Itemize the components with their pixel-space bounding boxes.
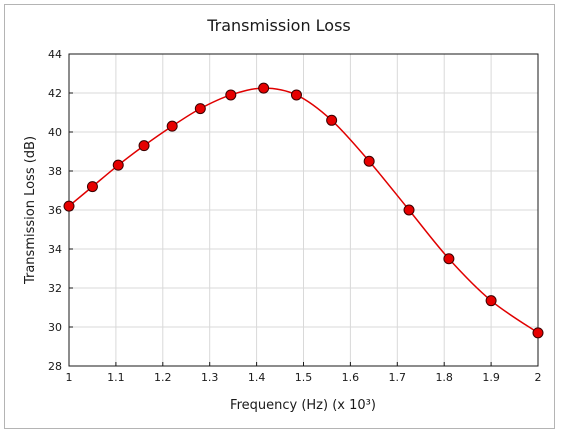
y-tick-label: 36 bbox=[48, 204, 62, 217]
y-axis-label: Transmission Loss (dB) bbox=[23, 136, 38, 285]
data-point bbox=[166, 120, 178, 132]
y-tick-label: 34 bbox=[48, 243, 62, 256]
x-tick-label: 1.4 bbox=[248, 371, 266, 384]
x-tick-label: 1.5 bbox=[295, 371, 313, 384]
grid-lines bbox=[68, 53, 539, 367]
x-axis-label: Frequency (Hz) (x 10³) bbox=[230, 398, 376, 413]
data-point bbox=[326, 114, 338, 126]
data-point bbox=[225, 89, 237, 101]
x-tick-label: 1.6 bbox=[342, 371, 360, 384]
x-tick-label: 1.3 bbox=[201, 371, 219, 384]
data-point bbox=[363, 155, 375, 167]
data-point bbox=[194, 103, 206, 115]
data-point bbox=[138, 140, 150, 152]
data-point bbox=[403, 204, 415, 216]
x-tick-label: 2 bbox=[535, 371, 542, 384]
x-tick-label: 1.7 bbox=[389, 371, 407, 384]
x-tick-label: 1.1 bbox=[107, 371, 125, 384]
data-point bbox=[532, 327, 544, 339]
y-tick-label: 30 bbox=[48, 321, 62, 334]
data-point bbox=[258, 82, 270, 94]
y-tick-label: 42 bbox=[48, 87, 62, 100]
data-point bbox=[112, 159, 124, 171]
x-tick-label: 1 bbox=[66, 371, 73, 384]
axis-ticks: 1 1.1 1.2 1.3 1.4 1.5 1.6 1.7 1.8 1.9 2 28 30 32 34 36 3… bbox=[48, 48, 542, 384]
y-tick-label: 44 bbox=[48, 48, 62, 61]
data-point bbox=[443, 253, 455, 265]
chart-title: Transmission Loss bbox=[206, 16, 351, 35]
data-point bbox=[86, 181, 98, 193]
y-tick-label: 40 bbox=[48, 126, 62, 139]
x-tick-label: 1.8 bbox=[435, 371, 453, 384]
chart-frame: Transmission Loss 1 1.1 1.2 1.3 1.4 1.5 1.6 1.7… bbox=[4, 4, 555, 429]
y-tick-label: 28 bbox=[48, 360, 62, 373]
data-point bbox=[290, 89, 302, 101]
x-tick-label: 1.2 bbox=[154, 371, 172, 384]
y-tick-label: 32 bbox=[48, 282, 62, 295]
series-layer bbox=[63, 82, 544, 339]
y-tick-label: 38 bbox=[48, 165, 62, 178]
x-tick-label: 1.9 bbox=[482, 371, 500, 384]
data-point bbox=[63, 200, 75, 212]
data-point bbox=[485, 295, 497, 307]
